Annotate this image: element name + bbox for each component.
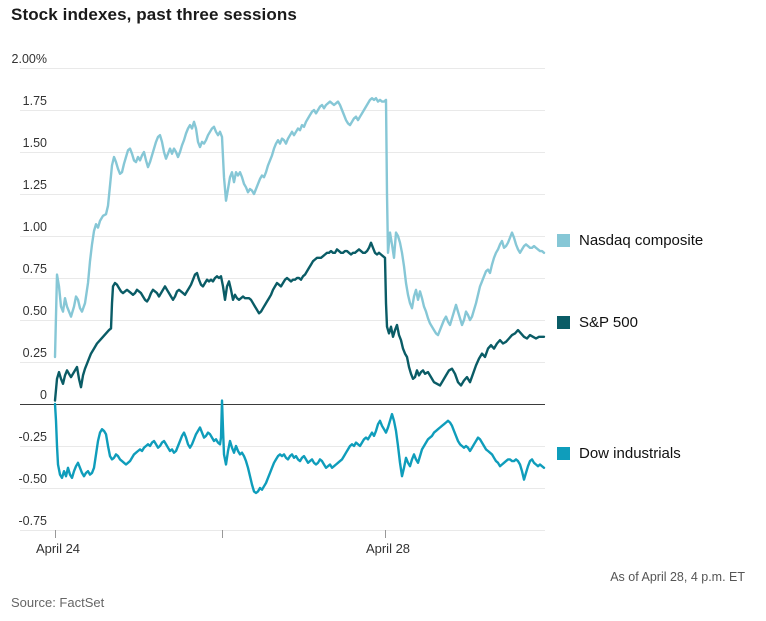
y-axis-label: -0.50 bbox=[19, 472, 48, 486]
y-axis-label: -0.75 bbox=[19, 514, 48, 528]
legend-label-sp500: S&P 500 bbox=[579, 314, 638, 331]
y-axis-label: 2.00% bbox=[12, 52, 47, 66]
legend-swatch-sp500 bbox=[557, 316, 570, 329]
source-credit: Source: FactSet bbox=[11, 595, 105, 610]
y-axis-label: 1.00 bbox=[23, 220, 47, 234]
y-axis-label: 1.50 bbox=[23, 136, 47, 150]
legend-item-dow: Dow industrials bbox=[557, 445, 681, 462]
x-axis-label: April 24 bbox=[36, 541, 80, 556]
y-axis-label: 0.50 bbox=[23, 304, 47, 318]
sp500-line bbox=[53, 241, 546, 402]
legend-item-nasdaq: Nasdaq composite bbox=[557, 232, 703, 249]
legend-label-nasdaq: Nasdaq composite bbox=[579, 232, 704, 249]
y-axis-label: -0.25 bbox=[19, 430, 48, 444]
nasdaq-line bbox=[53, 96, 546, 359]
x-axis-label: April 28 bbox=[366, 541, 410, 556]
y-axis-label: 0 bbox=[40, 388, 47, 402]
legend-swatch-nasdaq bbox=[557, 234, 570, 247]
legend-label-dow: Dow industrials bbox=[579, 445, 681, 462]
as-of-timestamp: As of April 28, 4 p.m. ET bbox=[610, 570, 745, 584]
y-axis-label: 1.75 bbox=[23, 94, 47, 108]
chart-canvas: 2.00% 1.75 1.50 1.25 1.00 0.75 0.50 0.25 0 -0.25 -… bbox=[12, 52, 546, 556]
dow-line bbox=[53, 399, 546, 495]
legend-item-sp500: S&P 500 bbox=[557, 314, 638, 331]
y-axis-label: 0.75 bbox=[23, 262, 47, 276]
y-axis-label: 0.25 bbox=[23, 346, 47, 360]
y-axis-label: 1.25 bbox=[23, 178, 47, 192]
legend-swatch-dow bbox=[557, 447, 570, 460]
chart-title: Stock indexes, past three sessions bbox=[11, 5, 297, 24]
